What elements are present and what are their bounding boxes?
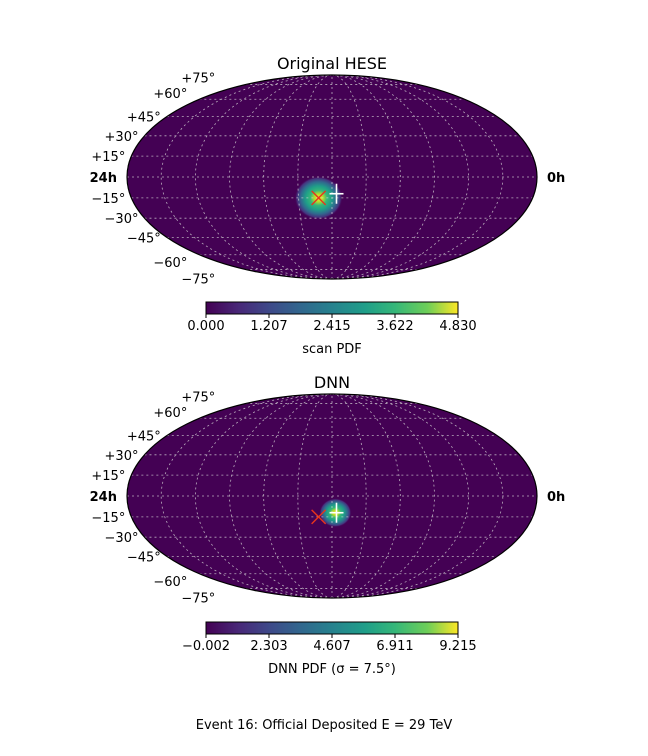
panel-title: DNN [314, 373, 350, 392]
colorbar-tick-label: 3.622 [376, 319, 413, 334]
meridian-line [331, 75, 435, 279]
colorbar-tick-label: 1.207 [250, 319, 287, 334]
colorbar-tick-label: 9.215 [439, 639, 476, 654]
colorbar-tick-label: 0.000 [187, 319, 224, 334]
meridian-line [160, 394, 333, 598]
dec-tick-label: +15° [91, 469, 125, 484]
dec-tick-label: +30° [105, 130, 139, 145]
colorbar-label: DNN PDF (σ = 7.5°) [268, 662, 396, 677]
meridian-line [263, 75, 333, 279]
panel-title: Original HESE [277, 54, 387, 73]
ra-label-left: 24h [90, 490, 117, 505]
dec-tick-label: −45° [127, 550, 161, 565]
dec-tick-label: −15° [91, 511, 125, 526]
colorbar [205, 621, 459, 635]
dec-tick-label: +45° [127, 111, 161, 126]
dec-tick-label: −75° [181, 591, 215, 606]
dec-tick-label: +45° [127, 430, 161, 445]
skymap-panel-original: Original HESE 24h 0h +75°+60° +45° +30° +15° −1… [90, 54, 566, 357]
dec-tick-label: −30° [105, 212, 139, 227]
original-direction-x-marker [311, 509, 327, 525]
dec-tick-label: −60° [153, 256, 187, 271]
dec-tick-label: −75° [181, 272, 215, 287]
meridian-line [229, 75, 333, 279]
dec-tick-label: +60° [153, 406, 187, 421]
dec-tick-label: +15° [91, 150, 125, 165]
skymap-panel-dnn: DNN 24h 0h +75°+60° +45° +30° +15° −15° −30° −45°… [90, 373, 566, 677]
dec-tick-label: −15° [91, 192, 125, 207]
colorbar-tick-label: −0.002 [182, 639, 230, 654]
ra-label-right: 0h [547, 490, 565, 505]
dec-tick-label: +75° [181, 391, 215, 406]
meridian-line [229, 394, 333, 598]
meridian-line [331, 75, 504, 279]
colorbar-tick-label: 2.415 [313, 319, 350, 334]
colorbar-tick-label: 2.303 [250, 639, 287, 654]
meridian-line [331, 394, 435, 598]
meridian-line [331, 394, 504, 598]
meridian-line [331, 75, 401, 279]
dec-tick-label: +60° [153, 87, 187, 102]
colorbar-label: scan PDF [302, 342, 362, 357]
dec-tick-label: −30° [105, 531, 139, 546]
figure-caption: Event 16: Official Deposited E = 29 TeV [196, 718, 453, 733]
ra-label-left: 24h [90, 171, 117, 186]
colorbar-tick-label: 4.607 [313, 639, 350, 654]
skymap-outline [126, 74, 538, 280]
graticule [127, 394, 537, 598]
colorbar [205, 301, 459, 315]
dec-tick-label: −45° [127, 231, 161, 246]
ra-label-right: 0h [547, 171, 565, 186]
meridian-line [331, 394, 401, 598]
meridian-line [263, 394, 333, 598]
original-direction-x-marker [311, 190, 327, 206]
meridian-line [160, 75, 333, 279]
dec-tick-label: +30° [105, 449, 139, 464]
graticule [127, 75, 537, 279]
skymap-outline [126, 393, 538, 599]
colorbar-tick-label: 4.830 [439, 319, 476, 334]
dec-tick-label: −60° [153, 575, 187, 590]
dec-tick-label: +75° [181, 72, 215, 87]
colorbar-tick-label: 6.911 [376, 639, 413, 654]
